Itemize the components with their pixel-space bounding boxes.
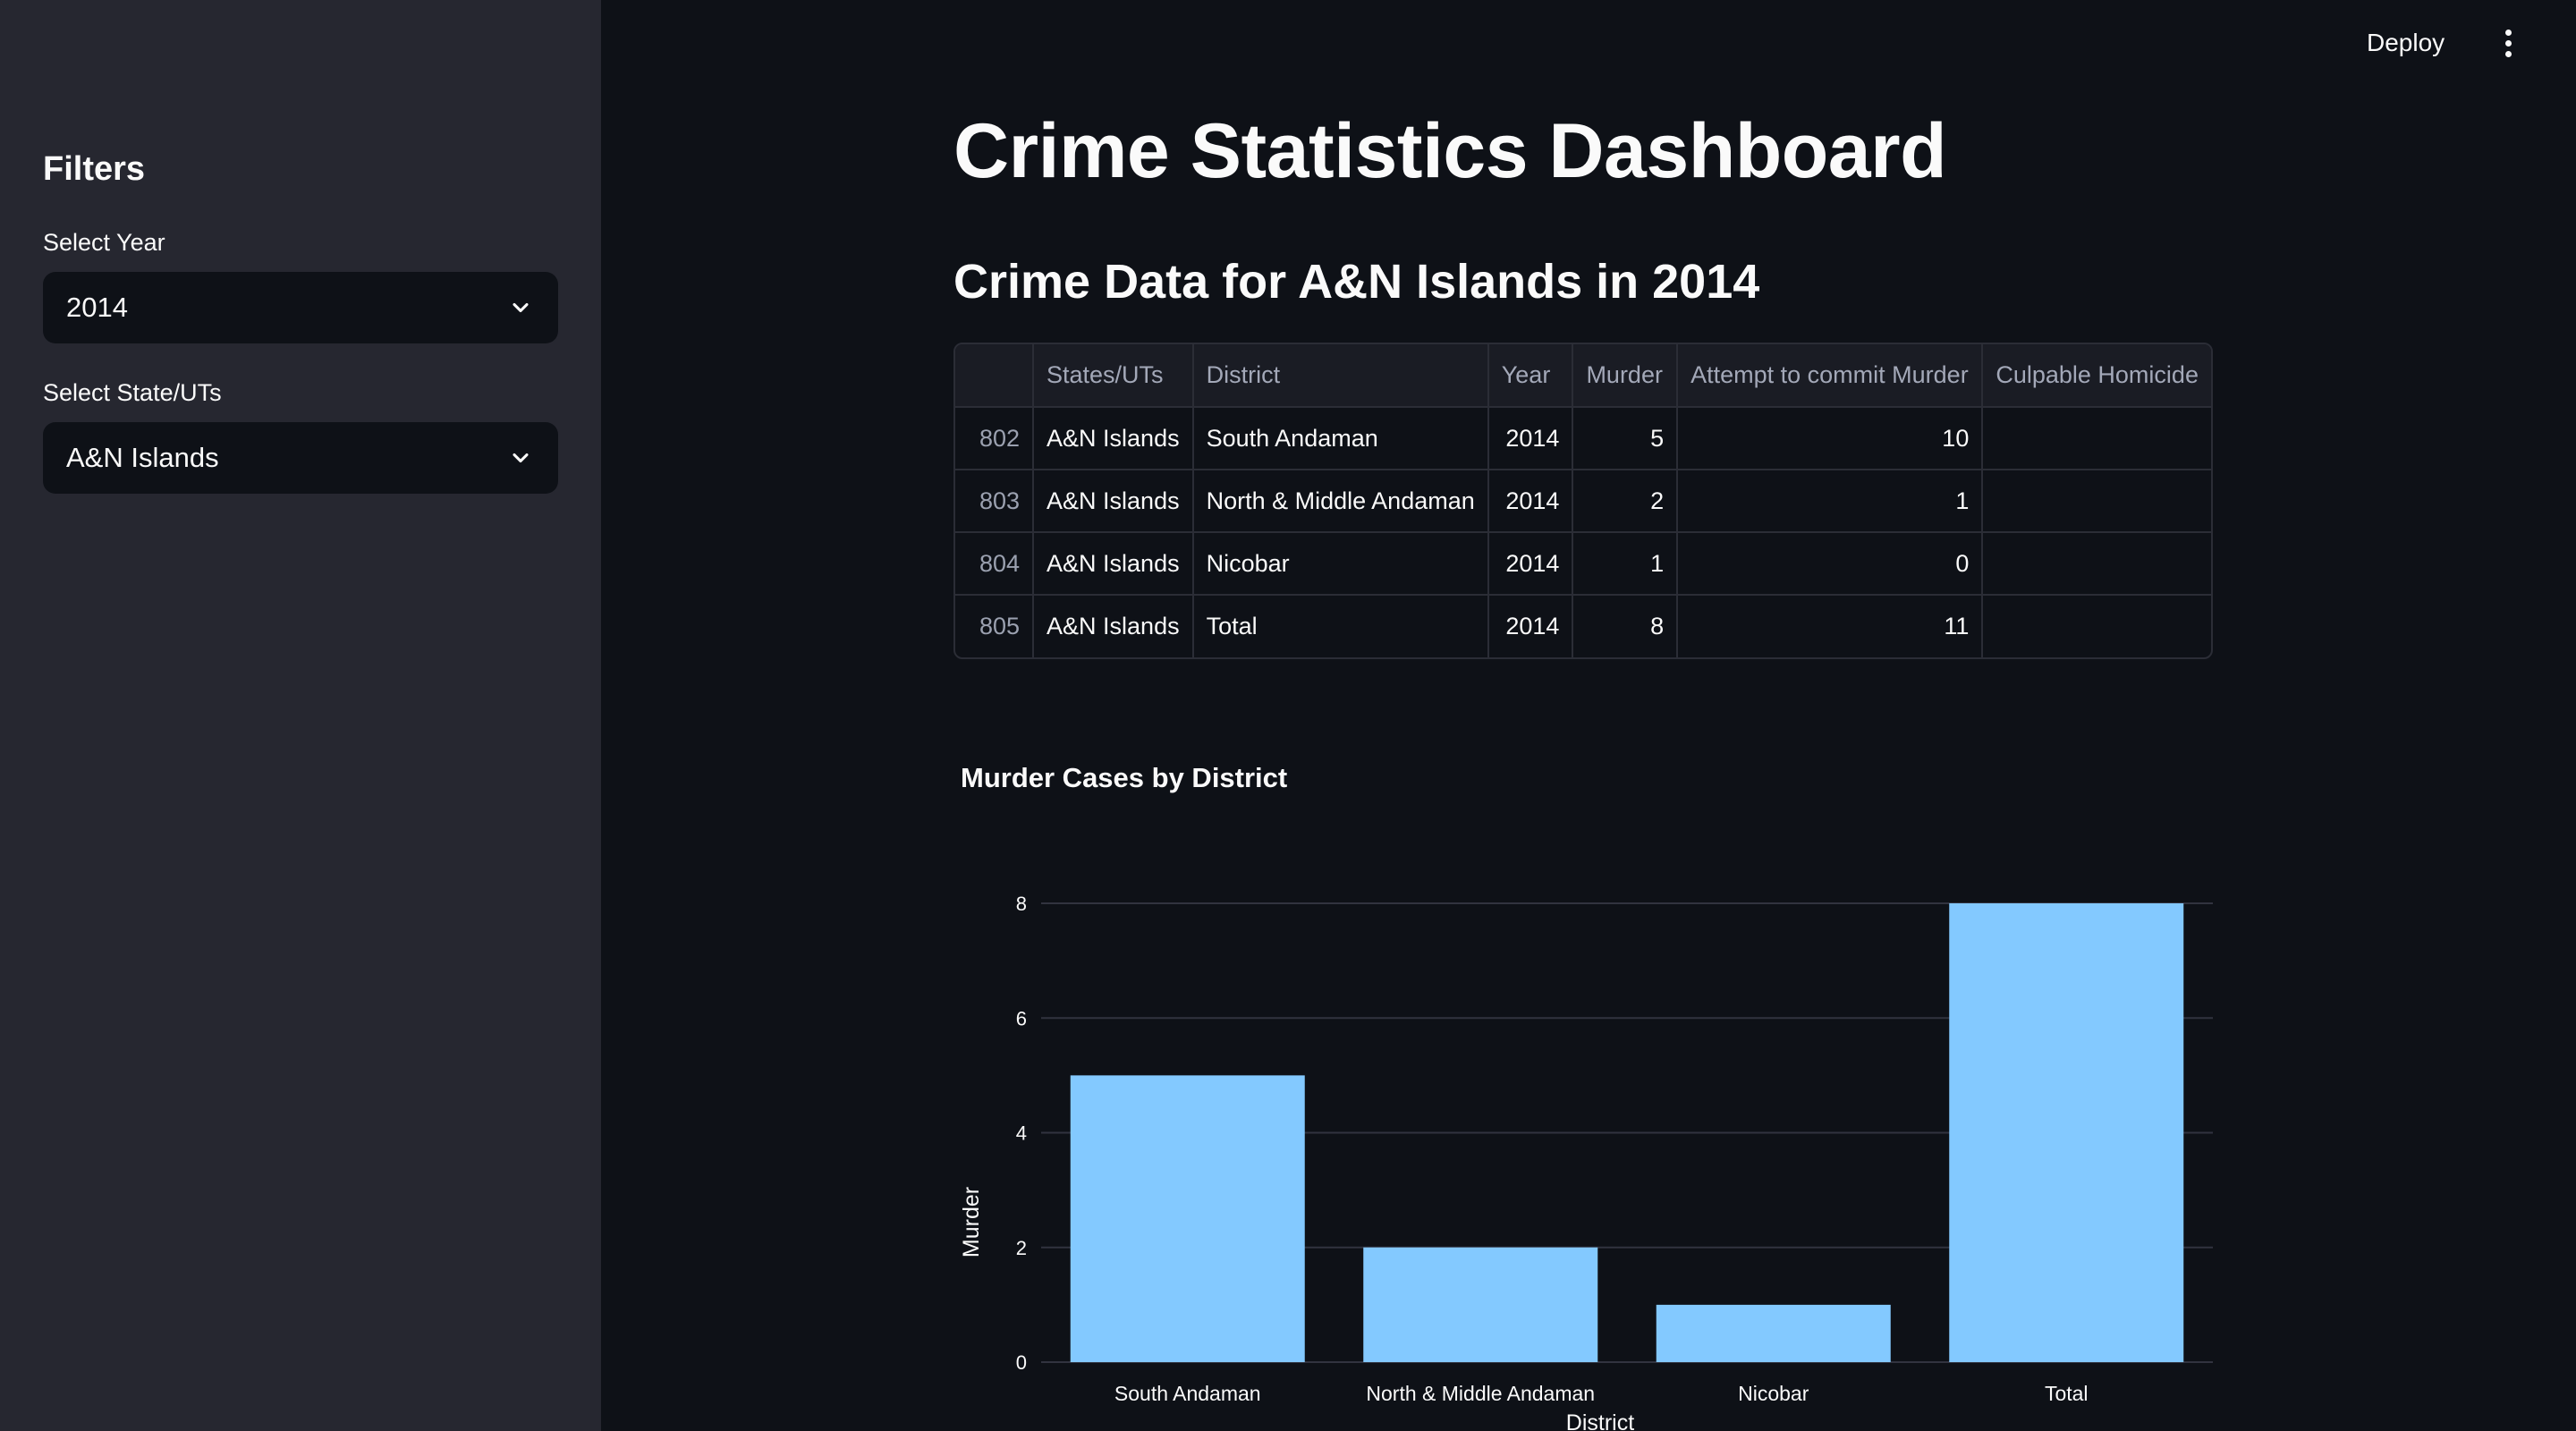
x-tick-label: Nicobar bbox=[1738, 1382, 1809, 1405]
deploy-button[interactable]: Deploy bbox=[2367, 25, 2445, 61]
cell-murder: 5 bbox=[1572, 407, 1679, 470]
year-select[interactable]: 2014 bbox=[43, 272, 558, 343]
table-row[interactable]: 804 A&N Islands Nicobar 2014 1 0 bbox=[955, 532, 2211, 596]
chart-bar bbox=[1363, 1247, 1598, 1362]
state-select-label: Select State/UTs bbox=[43, 379, 222, 406]
more-options-icon[interactable] bbox=[2496, 25, 2521, 61]
x-tick-label: North & Middle Andaman bbox=[1366, 1382, 1595, 1405]
table-header-states[interactable]: States/UTs bbox=[1033, 344, 1194, 408]
y-axis-label: Murder bbox=[959, 1187, 984, 1257]
cell-year: 2014 bbox=[1487, 532, 1574, 596]
cell-district: Nicobar bbox=[1192, 532, 1489, 596]
cell-culpable-homicide bbox=[1982, 595, 2211, 657]
row-index: 803 bbox=[955, 470, 1035, 533]
cell-district: North & Middle Andaman bbox=[1192, 470, 1489, 533]
chevron-down-icon bbox=[513, 302, 529, 313]
cell-attempt-murder: 11 bbox=[1677, 595, 1984, 657]
cell-attempt-murder: 1 bbox=[1677, 470, 1984, 533]
cell-district: Total bbox=[1192, 595, 1489, 657]
table-row[interactable]: 802 A&N Islands South Andaman 2014 5 10 bbox=[955, 407, 2211, 470]
state-select[interactable]: A&N Islands bbox=[43, 422, 558, 494]
sidebar-title: Filters bbox=[43, 150, 146, 188]
data-subheader: Crime Data for A&N Islands in 2014 bbox=[953, 255, 1760, 309]
table-header-murder[interactable]: Murder bbox=[1572, 344, 1679, 408]
row-index: 804 bbox=[955, 532, 1035, 596]
y-tick-label: 6 bbox=[1016, 1007, 1027, 1029]
table-header-culpable-homicide[interactable]: Culpable Homicide bbox=[1982, 344, 2211, 408]
chart-bar bbox=[1949, 903, 2184, 1362]
menu-dot bbox=[2504, 50, 2512, 57]
cell-culpable-homicide bbox=[1982, 407, 2211, 470]
table-header-index[interactable] bbox=[955, 344, 1035, 408]
table-row[interactable]: 803 A&N Islands North & Middle Andaman 2… bbox=[955, 470, 2211, 533]
y-tick-label: 2 bbox=[1016, 1237, 1027, 1259]
y-tick-label: 0 bbox=[1016, 1351, 1027, 1374]
row-index: 805 bbox=[955, 595, 1035, 657]
row-index: 802 bbox=[955, 407, 1035, 470]
page-title: Crime Statistics Dashboard bbox=[953, 108, 1947, 194]
year-select-label: Select Year bbox=[43, 229, 165, 256]
x-tick-label: Total bbox=[2045, 1382, 2089, 1405]
cell-state: A&N Islands bbox=[1033, 595, 1194, 657]
menu-dot bbox=[2504, 39, 2512, 47]
table-header-row: States/UTs District Year Murder Attempt … bbox=[955, 344, 2211, 408]
cell-murder: 8 bbox=[1572, 595, 1679, 657]
cell-district: South Andaman bbox=[1192, 407, 1489, 470]
table-header-year[interactable]: Year bbox=[1487, 344, 1574, 408]
table-row[interactable]: 805 A&N Islands Total 2014 8 11 bbox=[955, 595, 2211, 657]
data-table[interactable]: States/UTs District Year Murder Attempt … bbox=[953, 343, 2213, 659]
table-header-district[interactable]: District bbox=[1192, 344, 1489, 408]
cell-attempt-murder: 10 bbox=[1677, 407, 1984, 470]
y-tick-label: 8 bbox=[1016, 893, 1027, 915]
murder-bar-chart[interactable]: 0 2 4 6 8 South Andaman North & Middle Andaman… bbox=[948, 859, 2227, 1431]
cell-murder: 1 bbox=[1572, 532, 1679, 596]
chart-title: Murder Cases by District bbox=[961, 762, 1288, 793]
cell-state: A&N Islands bbox=[1033, 407, 1194, 470]
cell-year: 2014 bbox=[1487, 595, 1574, 657]
cell-culpable-homicide bbox=[1982, 470, 2211, 533]
cell-culpable-homicide bbox=[1982, 532, 2211, 596]
state-select-value: A&N Islands bbox=[66, 442, 219, 473]
cell-state: A&N Islands bbox=[1033, 532, 1194, 596]
cell-state: A&N Islands bbox=[1033, 470, 1194, 533]
chart-bar bbox=[1656, 1304, 1891, 1362]
x-axis-label: District bbox=[1566, 1410, 1634, 1431]
year-select-value: 2014 bbox=[66, 292, 128, 323]
chevron-down-icon bbox=[513, 453, 529, 463]
menu-dot bbox=[2504, 29, 2512, 36]
sidebar: Filters Select Year 2014 Select State/UT… bbox=[0, 0, 601, 1431]
table-header-attempt-murder[interactable]: Attempt to commit Murder bbox=[1677, 344, 1984, 408]
y-tick-label: 4 bbox=[1016, 1122, 1027, 1145]
cell-year: 2014 bbox=[1487, 470, 1574, 533]
x-tick-label: South Andaman bbox=[1114, 1382, 1261, 1405]
chart-bar bbox=[1070, 1075, 1305, 1362]
cell-murder: 2 bbox=[1572, 470, 1679, 533]
cell-year: 2014 bbox=[1487, 407, 1574, 470]
cell-attempt-murder: 0 bbox=[1677, 532, 1984, 596]
